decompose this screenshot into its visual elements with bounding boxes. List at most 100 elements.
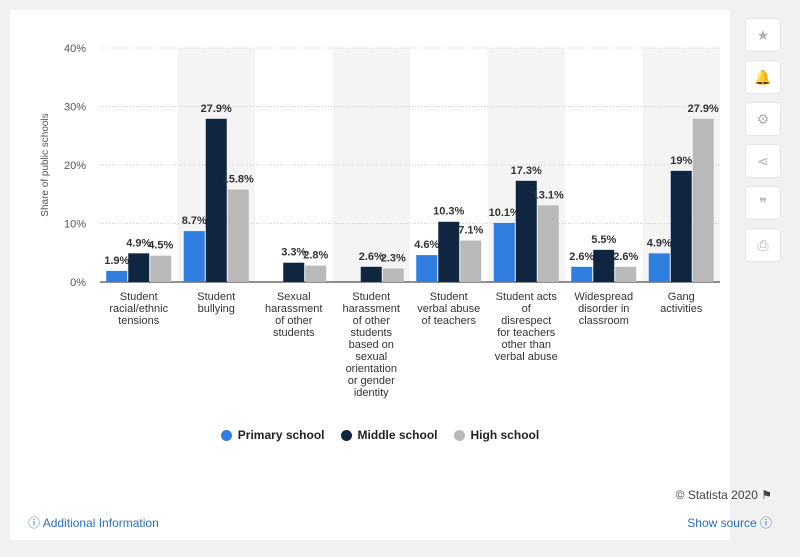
legend-item-primary[interactable]: Primary school — [220, 428, 325, 442]
y-tick-label: 30% — [64, 102, 86, 114]
star-icon: ★ — [756, 26, 770, 43]
legend: Primary school Middle school High school — [0, 428, 760, 442]
category-label: tensions — [118, 315, 159, 327]
category-label: students — [350, 327, 392, 339]
notification-button[interactable]: 🔔 — [745, 60, 781, 94]
favorite-button[interactable]: ★ — [745, 18, 781, 52]
bell-icon: 🔔 — [754, 68, 772, 85]
data-label: 10.1% — [489, 207, 520, 219]
info-icon: ⓘ — [28, 516, 41, 530]
category-label: of — [522, 303, 532, 315]
print-icon: ⎙ — [757, 236, 769, 253]
y-axis-label: Share of public schools — [40, 113, 51, 216]
category-label: harassment — [265, 303, 322, 315]
legend-swatch-middle — [340, 429, 352, 441]
category-label: disorder in — [578, 303, 629, 315]
share-button[interactable]: ⋖ — [745, 144, 781, 178]
additional-info-link[interactable]: ⓘ Additional Information — [28, 514, 159, 531]
bar — [571, 266, 593, 282]
bar-chart: 0% 10% 20% 30% 40% Share of public schools 1.9… — [40, 43, 720, 399]
bar — [615, 266, 637, 282]
data-label: 27.9% — [201, 103, 232, 115]
category-label: students — [273, 327, 315, 339]
data-label: 13.1% — [533, 189, 564, 201]
bar — [438, 221, 460, 282]
y-tick-label: 40% — [64, 43, 86, 55]
data-label: 27.9% — [688, 103, 719, 115]
data-label: 10.3% — [433, 206, 464, 218]
sidebar-toolbar: ★ 🔔 ⚙ ⋖ ❞ ⎙ — [745, 18, 781, 262]
legend-label-high: High school — [470, 428, 540, 442]
category-label: or gender — [348, 375, 395, 387]
category-label: racial/ethnic — [109, 303, 168, 315]
data-label: 5.5% — [591, 234, 616, 246]
bar — [648, 253, 670, 282]
category-label: Student — [430, 291, 468, 303]
category-label: activities — [660, 303, 703, 315]
show-source-label: Show source — [687, 516, 757, 530]
bar — [183, 231, 205, 282]
statista-credit: © Statista 2020 ⚑ — [676, 488, 772, 502]
category-label: Widespread — [574, 291, 633, 303]
legend-item-high[interactable]: High school — [453, 428, 540, 442]
data-label: 2.3% — [381, 253, 406, 265]
bar — [537, 205, 559, 282]
share-icon: ⋖ — [757, 152, 769, 169]
bar — [382, 268, 404, 282]
data-label: 2.8% — [303, 250, 328, 262]
data-label: 8.7% — [182, 215, 207, 227]
data-label: 2.6% — [569, 251, 594, 263]
show-source-link[interactable]: Show source ⓘ — [687, 514, 772, 531]
category-label: verbal abuse — [417, 303, 480, 315]
category-label: Sexual — [277, 291, 311, 303]
category-label: Student — [197, 291, 235, 303]
bar — [106, 270, 128, 282]
bar — [305, 265, 327, 282]
category-label: Student acts — [496, 291, 558, 303]
legend-label-middle: Middle school — [357, 428, 438, 442]
bar — [205, 118, 227, 282]
info-icon: ⓘ — [759, 516, 772, 530]
data-label: 15.8% — [223, 174, 254, 186]
y-tick-label: 20% — [64, 160, 86, 172]
data-label: 4.5% — [148, 240, 173, 252]
data-label: 17.3% — [511, 165, 542, 177]
category-label: based on — [349, 339, 394, 351]
column-shade — [332, 48, 410, 282]
data-label: 19% — [670, 155, 692, 167]
settings-button[interactable]: ⚙ — [745, 102, 781, 136]
category-label: of other — [353, 315, 391, 327]
bar — [283, 262, 305, 282]
category-label: bullying — [198, 303, 235, 315]
category-label: Student — [352, 291, 390, 303]
category-label: classroom — [579, 315, 629, 327]
data-label: 4.9% — [126, 237, 151, 249]
bar — [128, 253, 150, 282]
y-tick-label: 0% — [70, 277, 86, 289]
bar — [515, 180, 537, 282]
category-label: other than — [501, 339, 551, 351]
legend-swatch-primary — [220, 429, 232, 441]
category-label: verbal abuse — [495, 351, 558, 363]
category-label: harassment — [343, 303, 400, 315]
legend-item-middle[interactable]: Middle school — [340, 428, 438, 442]
print-button[interactable]: ⎙ — [745, 228, 781, 262]
data-label: 4.6% — [414, 239, 439, 251]
category-label: of teachers — [422, 315, 477, 327]
legend-label-primary: Primary school — [237, 428, 325, 442]
category-label: orientation — [346, 363, 397, 375]
y-tick-label: 10% — [64, 219, 86, 231]
bar — [593, 249, 615, 282]
data-label: 2.6% — [613, 251, 638, 263]
category-label: sexual — [355, 351, 387, 363]
category-label: identity — [354, 387, 389, 399]
chart-card: 0% 10% 20% 30% 40% Share of public schools 1.9… — [10, 10, 730, 540]
data-label: 3.3% — [281, 247, 306, 259]
data-label: 7.1% — [458, 224, 483, 236]
category-label: Gang — [668, 291, 695, 303]
cite-button[interactable]: ❞ — [745, 186, 781, 220]
data-label: 1.9% — [104, 255, 129, 267]
additional-info-label: Additional Information — [42, 516, 159, 530]
category-label: for teachers — [497, 327, 556, 339]
quote-icon: ❞ — [759, 194, 767, 211]
